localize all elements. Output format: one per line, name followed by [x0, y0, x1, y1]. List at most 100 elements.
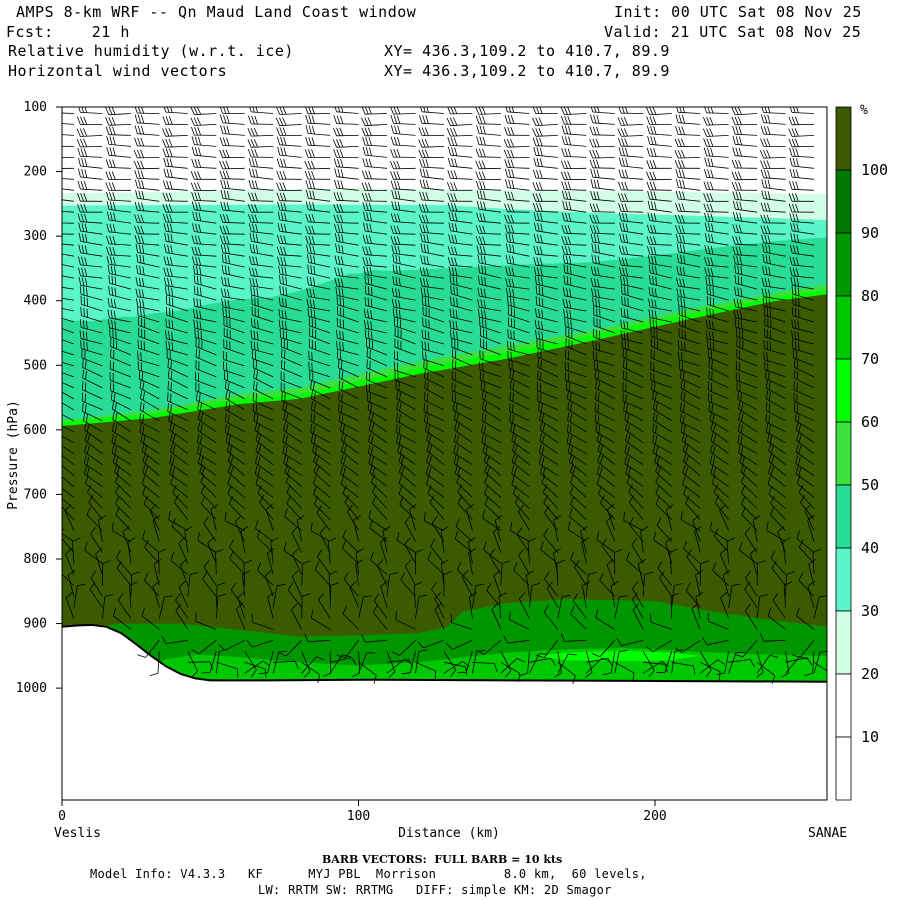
barb-flag [113, 310, 116, 320]
wind-barb-693 [425, 465, 445, 488]
barb-flag [597, 255, 600, 265]
barb-shaft [209, 651, 217, 673]
barb-shaft [113, 615, 132, 630]
barb-flag [308, 137, 312, 146]
barb-flag [681, 352, 683, 361]
barb-flag [226, 115, 230, 124]
barb-flag [653, 246, 657, 256]
barb-flag [656, 455, 660, 465]
barb-flag [451, 392, 454, 402]
barb-flag [706, 193, 711, 202]
barb-flag [422, 115, 426, 124]
wind-barb-1083 [647, 190, 672, 202]
barb-flag [134, 137, 138, 147]
wind-barb-248 [191, 158, 217, 169]
barb-flag [507, 114, 511, 124]
barb-flag [108, 319, 110, 328]
barb-flag [454, 267, 458, 276]
barb-shaft [396, 420, 416, 433]
barb-flag [200, 412, 204, 422]
barb-flag [114, 320, 117, 330]
barb-shaft [592, 167, 615, 169]
wind-barb-289 [215, 593, 227, 619]
barb-shaft [270, 541, 274, 564]
wind-barb-513 [333, 214, 359, 224]
barb-shaft [517, 511, 530, 531]
barb-flag [391, 298, 395, 308]
wind-barb-1 [62, 123, 74, 125]
barb-flag [424, 139, 429, 148]
barb-flag [597, 453, 601, 462]
barb-shaft [166, 294, 188, 301]
barb-flag [625, 246, 629, 255]
barb-flag [114, 412, 118, 422]
barb-flag [196, 275, 199, 285]
barb-shaft [393, 209, 416, 213]
barb-flag [475, 115, 480, 124]
barb-shaft [535, 274, 558, 279]
wind-barb-576 [364, 329, 388, 345]
barb-shaft [139, 421, 160, 433]
barb-flag [595, 352, 598, 361]
barb-flag [626, 403, 628, 413]
barb-flag [483, 288, 486, 298]
barb-shaft [507, 199, 530, 202]
barb-flag [593, 224, 597, 234]
barb-flag [595, 214, 600, 224]
wind-barb-18 [62, 308, 74, 312]
barb-shaft [691, 608, 701, 630]
barb-flag [560, 633, 565, 642]
barb-flag [535, 193, 540, 202]
barb-flag [592, 203, 597, 212]
barb-flag [259, 494, 265, 503]
barb-flag [279, 274, 281, 284]
barb-flag [653, 212, 657, 222]
barb-flag [337, 179, 341, 189]
barb-flag [618, 107, 622, 114]
barb-shaft [453, 441, 473, 455]
wind-barb-972 [590, 114, 615, 125]
barb-flag [652, 423, 655, 432]
barb-flag [370, 446, 374, 455]
barb-shaft [666, 509, 673, 531]
wind-barb-574 [363, 308, 388, 323]
barb-flag [657, 465, 662, 475]
barb-flag [592, 126, 597, 136]
barb-shaft [422, 263, 445, 268]
barb-flag [480, 201, 483, 210]
wind-barb-1197 [706, 295, 729, 312]
wind-barb-928 [562, 200, 587, 213]
wind-barb-609 [390, 125, 416, 136]
barb-flag [361, 634, 366, 643]
barb-flag [305, 136, 309, 146]
wind-barb-1112 [655, 496, 672, 520]
wind-barb-1133 [675, 169, 701, 180]
barb-flag [652, 181, 657, 191]
wind-barb-10 [62, 222, 74, 224]
barb-flag [421, 340, 424, 350]
barb-flag [223, 125, 227, 134]
barb-shaft [82, 400, 103, 411]
barb-flag [452, 276, 455, 285]
wind-barb-22 [62, 350, 75, 356]
barb-flag [450, 127, 455, 137]
barb-flag [621, 107, 625, 114]
barb-flag [666, 504, 674, 510]
barb-flag [652, 444, 656, 453]
barb-flag [366, 212, 369, 221]
barb-shaft [454, 429, 473, 444]
barb-flag [653, 136, 657, 146]
barb-flag [366, 266, 369, 276]
barb-shaft [539, 440, 559, 455]
barb-flag [594, 369, 597, 379]
barb-shaft [165, 221, 188, 224]
barb-flag [503, 149, 508, 159]
barb-flag [517, 504, 525, 512]
barb-flag [394, 125, 398, 134]
wind-barb-577 [366, 338, 388, 356]
wind-barb-1059 [628, 484, 644, 509]
barb-flag [341, 288, 344, 297]
barb-flag [421, 296, 424, 305]
wind-barb-1082 [646, 181, 672, 191]
wind-barb-448 [301, 651, 311, 678]
